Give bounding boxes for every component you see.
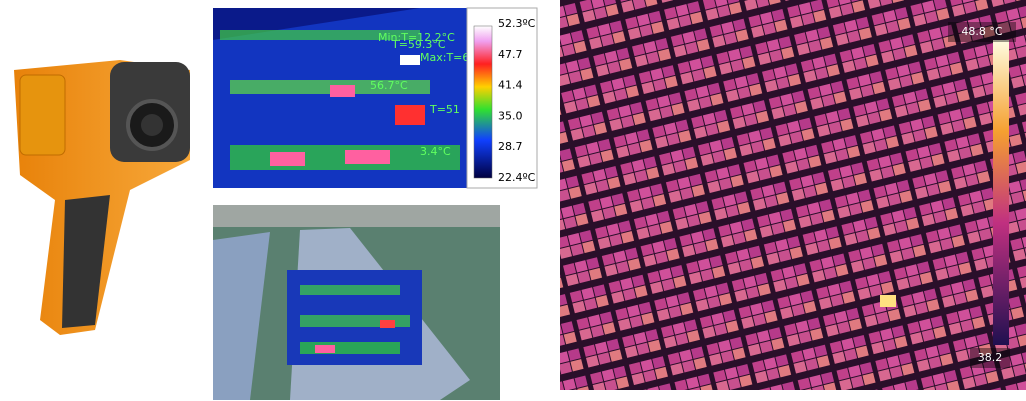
overlay-label: 56.7°C	[370, 79, 408, 92]
scale-label: 52.3ºC	[498, 17, 536, 30]
thermal-scale: 52.3ºC 47.7 41.4 35.0 28.7 22.4ºC	[466, 7, 538, 189]
overlay-label: T=59.3°C	[391, 38, 446, 51]
overlay-label: Min:T=12.2°C	[378, 31, 455, 44]
scale-max: 48.8 °C	[961, 25, 1002, 38]
scale-label: 22.4ºC	[498, 171, 536, 184]
thermal-camera	[14, 60, 190, 335]
thermal-image: Min:T=12.2°C T=59.3°C Max:T=6 56.7°C T=5…	[213, 8, 469, 188]
overlay-label: 3.4°C	[420, 145, 451, 158]
roof-photo	[213, 205, 500, 400]
aerial-thermal-image: 48.8 °C 38.2	[560, 0, 1026, 390]
scale-label: 35.0	[498, 109, 523, 122]
scale-min: 38.2	[978, 351, 1003, 364]
scale-label: 47.7	[498, 48, 523, 61]
scale-label: 28.7	[498, 140, 523, 153]
overlay-label: T=51	[429, 103, 460, 116]
overlay-label: Max:T=6	[420, 51, 469, 64]
scale-label: 41.4	[498, 79, 523, 92]
